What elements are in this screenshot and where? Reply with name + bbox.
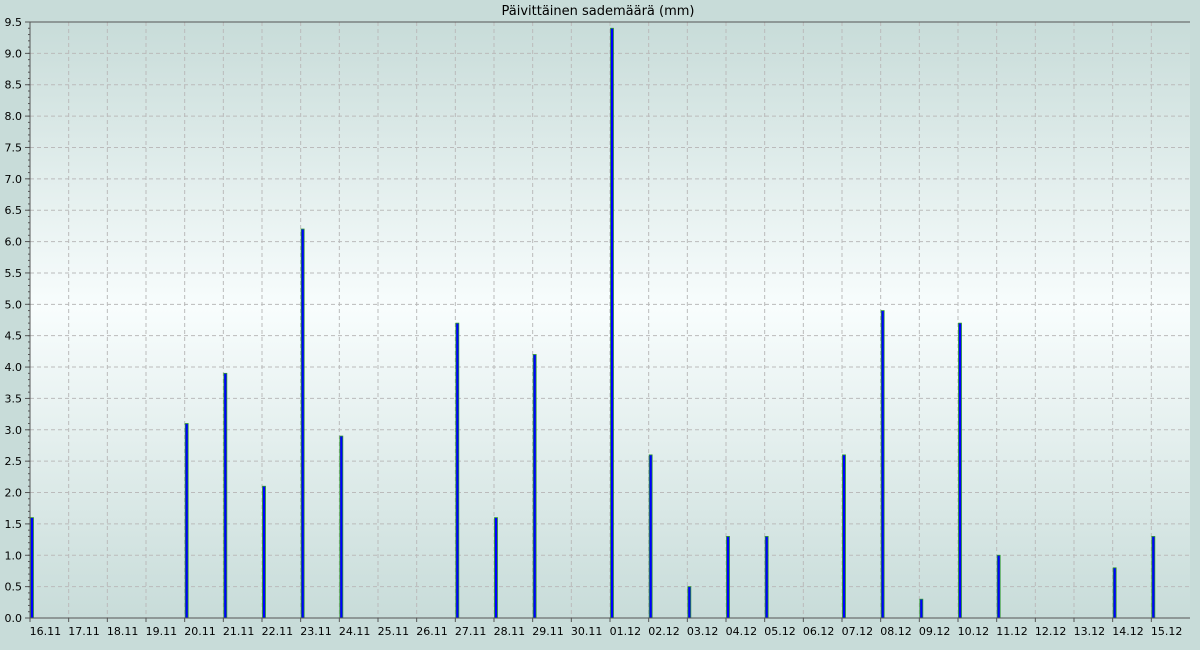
x-tick-label: 02.12: [648, 625, 680, 638]
bar-23.11: [300, 228, 305, 619]
x-tick-label: 23.11: [300, 625, 332, 638]
y-tick-label: 8.0: [5, 110, 23, 123]
y-tick-label: 2.5: [5, 455, 23, 468]
bar-14.12: [1112, 567, 1117, 619]
y-tick-label: 7.0: [5, 173, 23, 186]
y-tick-label: 1.5: [5, 518, 23, 531]
y-tick-label: 0.0: [5, 612, 23, 625]
y-tick-label: 6.5: [5, 204, 23, 217]
y-tick-label: 0.5: [5, 581, 23, 594]
bar-07.12: [842, 454, 846, 619]
y-tick-label: 2.0: [5, 487, 23, 500]
bar-29.11: [532, 354, 537, 619]
x-tick-label: 01.12: [610, 625, 642, 638]
x-tick-label: 11.12: [996, 625, 1028, 638]
x-tick-label: 09.12: [919, 625, 951, 638]
x-tick-label: 08.12: [880, 625, 912, 638]
x-tick-label: 20.11: [184, 625, 216, 638]
y-tick-label: 8.5: [5, 79, 23, 92]
x-tick-label: 25.11: [378, 625, 410, 638]
bar-27.11: [455, 322, 460, 619]
x-tick-label: 12.12: [1035, 625, 1067, 638]
bar-10.12: [958, 322, 962, 619]
x-tick-label: 22.11: [262, 625, 294, 638]
x-tick-label: 21.11: [223, 625, 255, 638]
x-tick-label: 16.11: [30, 625, 62, 638]
x-tick-label: 14.12: [1112, 625, 1144, 638]
bar-20.11: [184, 423, 189, 619]
y-tick-label: 9.0: [5, 47, 23, 60]
x-tick-label: 03.12: [687, 625, 719, 638]
bar-11.12: [996, 554, 1001, 619]
x-tick-label: 28.11: [494, 625, 526, 638]
x-tick-label: 17.11: [68, 625, 100, 638]
bar-22.11: [262, 485, 266, 619]
bar-04.12: [726, 536, 730, 619]
y-tick-label: 4.0: [5, 361, 23, 374]
y-tick-label: 9.5: [5, 16, 23, 29]
x-tick-label: 26.11: [416, 625, 448, 638]
bar-09.12: [919, 598, 924, 619]
y-tick-label: 5.5: [5, 267, 23, 280]
y-tick-label: 5.0: [5, 298, 23, 311]
x-tick-label: 19.11: [146, 625, 178, 638]
chart-title: Päivittäinen sademäärä (mm): [501, 4, 694, 19]
bar-28.11: [494, 517, 498, 619]
y-tick-label: 6.0: [5, 236, 23, 249]
y-tick-label: 3.0: [5, 424, 23, 437]
x-tick-label: 29.11: [532, 625, 564, 638]
y-tick-label: 1.0: [5, 549, 23, 562]
bar-15.12: [1151, 536, 1156, 619]
bar-03.12: [687, 586, 692, 619]
y-tick-label: 7.5: [5, 141, 23, 154]
bar-16.11: [30, 517, 34, 619]
x-tick-label: 13.12: [1074, 625, 1106, 638]
x-tick-label: 15.12: [1151, 625, 1183, 638]
bar-24.11: [339, 435, 344, 619]
x-tick-label: 06.12: [803, 625, 835, 638]
x-tick-label: 24.11: [339, 625, 371, 638]
x-tick-label: 27.11: [455, 625, 487, 638]
y-tick-label: 3.5: [5, 392, 23, 405]
x-tick-label: 18.11: [107, 625, 139, 638]
x-tick-label: 10.12: [958, 625, 990, 638]
y-tick-label: 4.5: [5, 330, 23, 343]
bar-08.12: [880, 310, 885, 619]
bar-02.12: [648, 454, 653, 619]
x-tick-label: 04.12: [726, 625, 758, 638]
x-tick-label: 05.12: [764, 625, 796, 638]
x-tick-label: 30.11: [571, 625, 603, 638]
bar-05.12: [764, 536, 769, 619]
bar-01.12: [610, 27, 614, 619]
bar-21.11: [223, 372, 228, 619]
x-tick-label: 07.12: [842, 625, 874, 638]
